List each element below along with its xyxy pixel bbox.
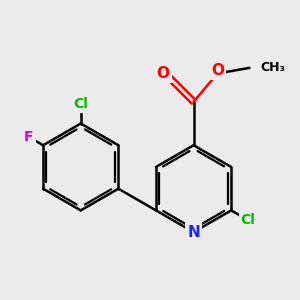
Text: Cl: Cl bbox=[73, 97, 88, 111]
Text: Cl: Cl bbox=[241, 213, 256, 227]
Text: O: O bbox=[157, 66, 170, 81]
Text: O: O bbox=[211, 63, 224, 78]
Text: F: F bbox=[24, 130, 34, 144]
Text: CH₃: CH₃ bbox=[260, 61, 285, 74]
Text: N: N bbox=[187, 225, 200, 240]
